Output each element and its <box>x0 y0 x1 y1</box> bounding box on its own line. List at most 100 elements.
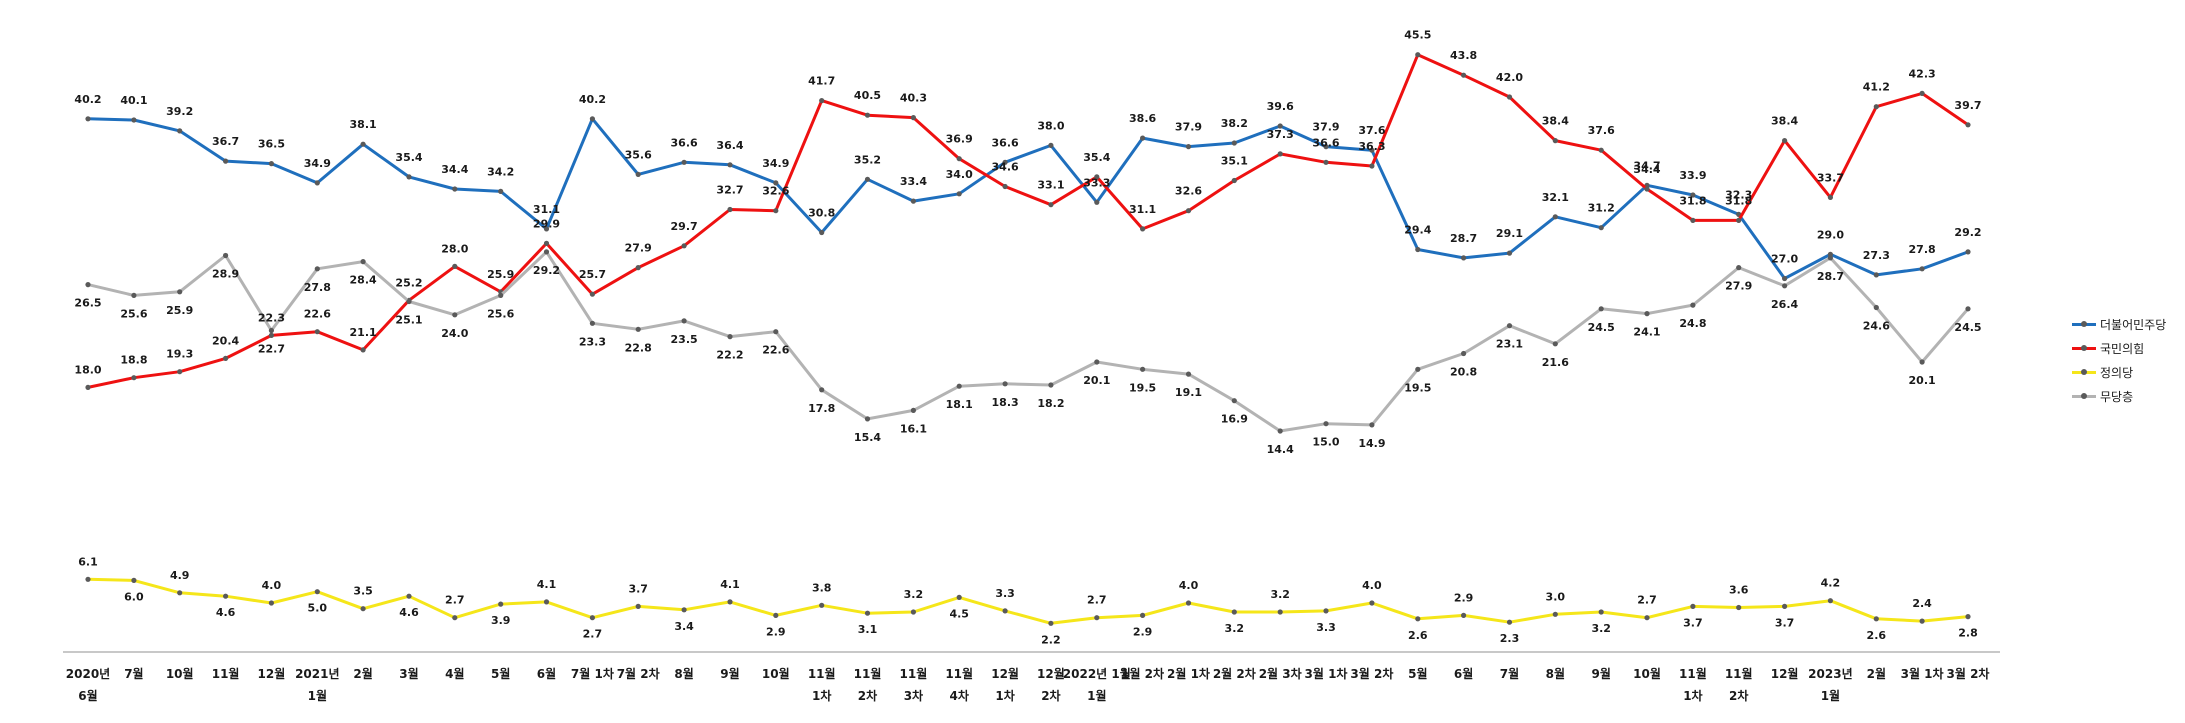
data-label: 2.3 <box>1500 632 1520 645</box>
data-point <box>1873 616 1879 622</box>
x-tick-label: 3월 2차 <box>1350 666 1393 681</box>
data-label: 35.4 <box>1083 151 1110 164</box>
data-point <box>406 298 412 305</box>
data-label: 39.6 <box>1267 100 1294 113</box>
data-label: 3.8 <box>812 581 832 594</box>
data-point <box>1369 422 1375 428</box>
data-label: 31.1 <box>1129 203 1156 216</box>
legend-label: 무당층 <box>2100 389 2134 404</box>
data-point <box>223 252 229 259</box>
data-label: 29.9 <box>533 217 560 230</box>
data-point <box>1827 251 1833 257</box>
data-label: 33.9 <box>1679 169 1706 182</box>
data-point <box>1919 359 1925 365</box>
data-label: 2.9 <box>1454 591 1474 604</box>
data-label: 40.2 <box>579 93 606 106</box>
data-label: 36.5 <box>258 138 285 151</box>
data-point <box>177 289 183 295</box>
data-point <box>956 156 962 162</box>
data-point <box>543 599 550 605</box>
data-label: 2.9 <box>1133 625 1153 638</box>
data-label: 3.7 <box>1775 616 1795 629</box>
data-point <box>452 186 458 192</box>
data-point <box>635 326 641 332</box>
data-label: 4.0 <box>262 579 282 592</box>
data-label: 3.2 <box>1591 622 1611 635</box>
data-label: 29.2 <box>1954 226 1981 239</box>
data-label: 19.3 <box>166 348 193 361</box>
series-line <box>87 117 1969 280</box>
data-point <box>1415 52 1421 58</box>
data-label: 25.7 <box>579 268 606 281</box>
legend-marker <box>2081 321 2087 327</box>
data-point <box>1461 612 1467 619</box>
data-label: 29.2 <box>533 264 560 277</box>
data-point <box>360 347 366 353</box>
data-label: 38.4 <box>1771 115 1798 128</box>
data-point <box>1965 614 1971 620</box>
data-point <box>635 603 641 610</box>
data-point <box>1552 341 1558 347</box>
x-tick-label: 1월 <box>1087 688 1106 703</box>
data-point <box>1736 604 1742 611</box>
data-label: 24.5 <box>1954 321 1981 334</box>
data-point <box>1048 620 1054 626</box>
data-label: 25.9 <box>166 304 193 317</box>
data-point <box>1048 142 1054 148</box>
data-label: 27.8 <box>304 281 331 294</box>
data-label: 2.7 <box>445 594 465 607</box>
data-point <box>1323 144 1329 150</box>
x-tick-label: 11월 <box>900 666 928 681</box>
data-label: 23.5 <box>671 333 698 346</box>
data-point <box>498 601 504 607</box>
legend-label: 국민의힘 <box>2100 341 2145 356</box>
data-point <box>1598 306 1604 312</box>
series-3 <box>85 576 1971 626</box>
data-point <box>314 266 320 272</box>
data-label: 15.4 <box>854 431 881 444</box>
data-label: 27.0 <box>1771 253 1798 266</box>
data-point <box>1644 186 1650 192</box>
data-label: 35.4 <box>395 151 422 164</box>
data-point <box>956 594 962 601</box>
data-label: 34.0 <box>946 168 973 181</box>
data-point <box>910 609 917 615</box>
x-tick-label: 11월 <box>854 666 882 681</box>
data-point <box>1369 147 1375 153</box>
x-tick-label: 2차 <box>1041 688 1060 703</box>
data-point <box>1185 208 1192 214</box>
x-tick-label: 10월 <box>762 666 790 681</box>
data-point <box>177 128 183 134</box>
data-label: 30.8 <box>808 207 835 220</box>
data-label: 42.3 <box>1909 67 1936 80</box>
data-point <box>314 589 320 595</box>
series-1 <box>85 116 1971 282</box>
series-2 <box>85 52 1971 390</box>
x-tick-label: 12월 <box>1771 666 1799 681</box>
data-point <box>1827 255 1833 261</box>
data-label: 34.2 <box>487 165 514 178</box>
data-label: 31.2 <box>1588 202 1615 215</box>
data-label: 34.6 <box>992 161 1019 174</box>
data-point <box>360 141 366 147</box>
data-label: 28.0 <box>441 242 468 255</box>
data-label: 29.0 <box>1817 228 1844 241</box>
data-label: 27.9 <box>625 242 652 255</box>
data-point <box>1094 199 1100 205</box>
data-label: 29.1 <box>1496 227 1523 240</box>
data-label: 38.4 <box>1542 115 1569 128</box>
data-point <box>1231 398 1237 404</box>
data-point <box>543 226 550 232</box>
data-point <box>1736 217 1742 223</box>
data-label: 27.9 <box>1725 280 1752 293</box>
data-point <box>498 292 504 298</box>
legend-swatch <box>2072 319 2096 329</box>
data-point <box>1461 350 1467 357</box>
data-label: 25.6 <box>120 307 147 320</box>
data-label: 33.1 <box>1037 179 1064 192</box>
data-label: 24.6 <box>1863 320 1890 333</box>
data-point <box>1140 366 1146 372</box>
series-line <box>87 577 1969 625</box>
data-label: 26.4 <box>1771 298 1798 311</box>
data-label: 23.3 <box>579 335 606 348</box>
